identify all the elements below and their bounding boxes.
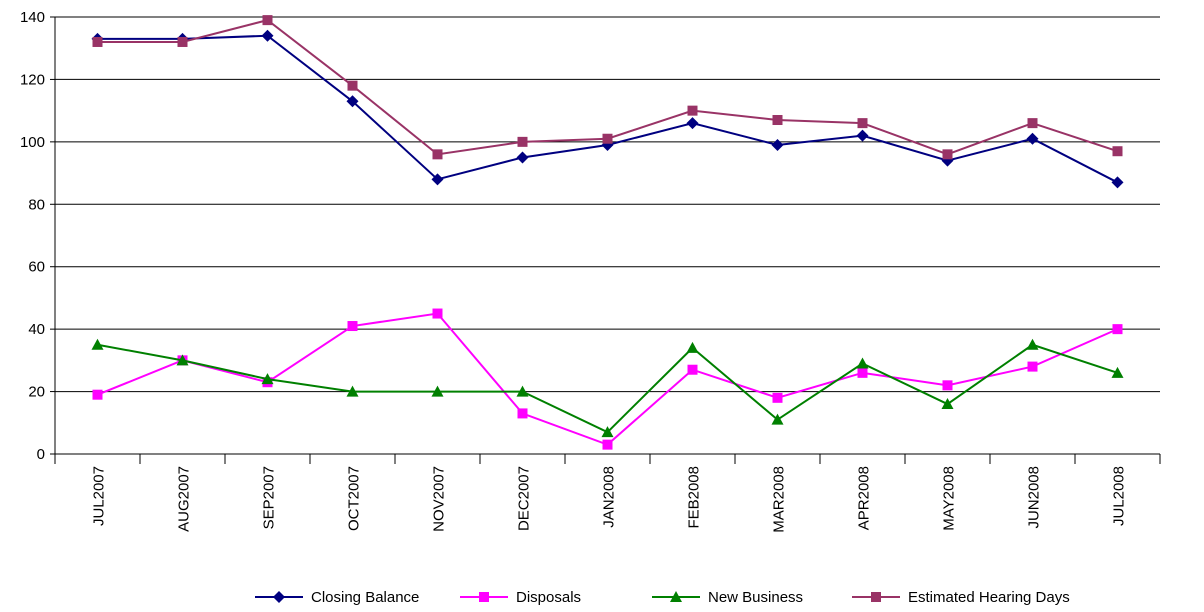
x-category-label: APR2008 — [856, 466, 873, 530]
data-point — [1111, 176, 1124, 189]
y-axis-tick-labels: 0 20 40 60 80 100 120 140 — [20, 9, 45, 463]
y-tick-label: 20 — [28, 384, 45, 401]
data-point — [1026, 338, 1039, 350]
data-point — [516, 385, 529, 397]
legend-label: Closing Balance — [311, 589, 419, 606]
data-point — [177, 36, 188, 47]
data-point — [432, 308, 443, 319]
series-line — [97, 312, 1118, 446]
data-point — [670, 591, 682, 602]
x-category-label: FEB2008 — [686, 466, 703, 529]
x-category-label: DEC2007 — [516, 466, 533, 531]
legend-item: Disposals — [460, 589, 581, 606]
legend-label: New Business — [708, 589, 803, 606]
x-category-label: JUL2008 — [1111, 466, 1128, 526]
y-tick-label: 60 — [28, 259, 45, 276]
data-point — [1026, 132, 1039, 145]
data-point — [857, 367, 868, 378]
data-point — [346, 385, 359, 397]
data-point — [941, 398, 954, 410]
data-point — [857, 118, 868, 129]
data-point — [772, 392, 783, 403]
legend: Closing Balance Disposals New Business Esti… — [255, 589, 1070, 606]
data-point — [1112, 324, 1123, 335]
data-point — [92, 36, 103, 47]
data-point — [856, 357, 869, 369]
series-line — [97, 34, 1118, 184]
data-point — [771, 138, 784, 151]
data-point — [261, 373, 274, 385]
data-point — [686, 341, 699, 353]
data-point — [347, 80, 358, 91]
data-point — [91, 338, 104, 350]
data-point — [431, 385, 444, 397]
legend-item: Closing Balance — [255, 589, 419, 606]
y-tick-label: 0 — [37, 446, 45, 463]
x-category-label: AUG2007 — [176, 466, 193, 532]
data-point — [771, 413, 784, 425]
y-tick-label: 40 — [28, 321, 45, 338]
x-category-label: JUN2008 — [1026, 466, 1043, 529]
data-point — [517, 408, 528, 419]
data-point — [346, 95, 359, 108]
data-point — [176, 354, 189, 366]
data-point — [1112, 146, 1123, 157]
data-point — [601, 426, 614, 438]
data-point — [432, 149, 443, 160]
legend-item: New Business — [652, 589, 803, 606]
data-point — [261, 29, 274, 42]
data-point — [1027, 118, 1038, 129]
data-point — [1111, 366, 1124, 378]
data-point — [687, 364, 698, 375]
x-category-label: MAY2008 — [941, 466, 958, 531]
series-3 — [92, 15, 1123, 160]
series-0 — [91, 29, 1124, 189]
legend-label: Disposals — [516, 589, 581, 606]
x-category-label: OCT2007 — [346, 466, 363, 531]
series-group — [91, 15, 1124, 450]
data-point — [92, 389, 103, 400]
x-category-label: MAR2008 — [771, 466, 788, 533]
data-point — [687, 105, 698, 116]
y-tick-label: 80 — [28, 196, 45, 213]
data-point — [772, 115, 783, 126]
x-category-label: NOV2007 — [431, 466, 448, 532]
data-point — [942, 149, 953, 160]
x-category-label: JUL2007 — [91, 466, 108, 526]
data-point — [602, 133, 613, 144]
series-2 — [91, 338, 1124, 438]
x-category-label: JAN2008 — [601, 466, 618, 528]
data-point — [856, 129, 869, 142]
y-tick-label: 140 — [20, 9, 45, 26]
data-point — [1027, 361, 1038, 372]
data-point — [262, 15, 273, 26]
data-point — [602, 439, 613, 450]
data-point — [686, 117, 699, 130]
data-point — [516, 151, 529, 164]
y-tick-label: 100 — [20, 134, 45, 151]
data-point — [517, 136, 528, 147]
x-category-label: SEP2007 — [261, 466, 278, 529]
data-point — [347, 321, 358, 332]
gridlines — [55, 16, 1160, 393]
y-tick-label: 120 — [20, 71, 45, 88]
data-point — [479, 592, 489, 602]
data-point — [273, 591, 285, 603]
axes — [50, 16, 1161, 464]
legend-label: Estimated Hearing Days — [908, 589, 1070, 606]
legend-item: Estimated Hearing Days — [852, 589, 1070, 606]
data-point — [431, 173, 444, 186]
data-point — [942, 380, 953, 391]
x-axis-category-labels: JUL2007 AUG2007 SEP2007 OCT2007 NOV2007 DEC20… — [91, 466, 1128, 533]
series-line — [97, 343, 1118, 434]
data-point — [871, 592, 881, 602]
